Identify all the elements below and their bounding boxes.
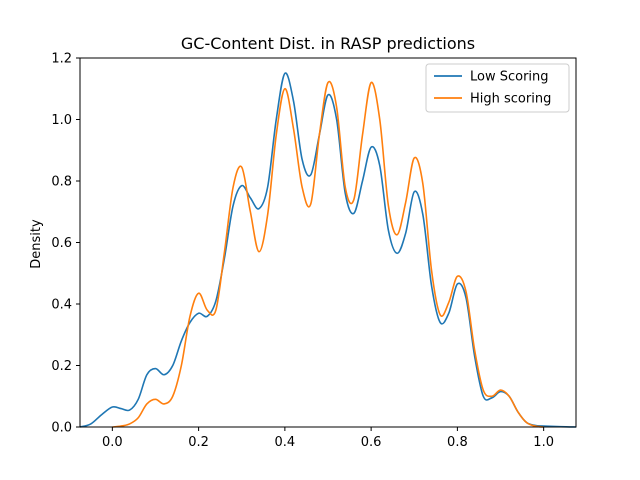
series-layer <box>79 72 577 428</box>
series-line-high-scoring <box>112 80 544 428</box>
legend-label: High scoring <box>470 92 551 107</box>
legend-label: Low Scoring <box>470 70 549 85</box>
x-tick-label: 0.2 <box>188 435 209 450</box>
y-tick-label: 1.0 <box>51 113 72 128</box>
y-tick-label: 0.0 <box>51 421 72 436</box>
y-tick-label: 1.2 <box>51 52 72 67</box>
y-tick-label: 0.4 <box>51 298 72 313</box>
legend: Low Scoring High scoring <box>425 63 570 113</box>
series-line-low-scoring <box>79 72 577 428</box>
y-tick-label: 0.8 <box>51 175 72 190</box>
y-tick-label: 0.2 <box>51 359 72 374</box>
chart-title: GC-Content Dist. in RASP predictions <box>181 34 475 53</box>
axes-layer: 0.0 0.2 0.4 0.6 0.8 1.0 0.0 0.2 0.4 0.6 0.8 1.0 1.2 <box>51 52 577 450</box>
y-tick-label: 0.6 <box>51 236 72 251</box>
x-tick-label: 1.0 <box>533 435 554 450</box>
x-tick-label: 0.0 <box>102 435 123 450</box>
y-axis-label: Density <box>29 219 44 269</box>
x-tick-label: 0.6 <box>361 435 382 450</box>
x-tick-label: 0.4 <box>275 435 296 450</box>
x-tick-label: 0.8 <box>447 435 468 450</box>
